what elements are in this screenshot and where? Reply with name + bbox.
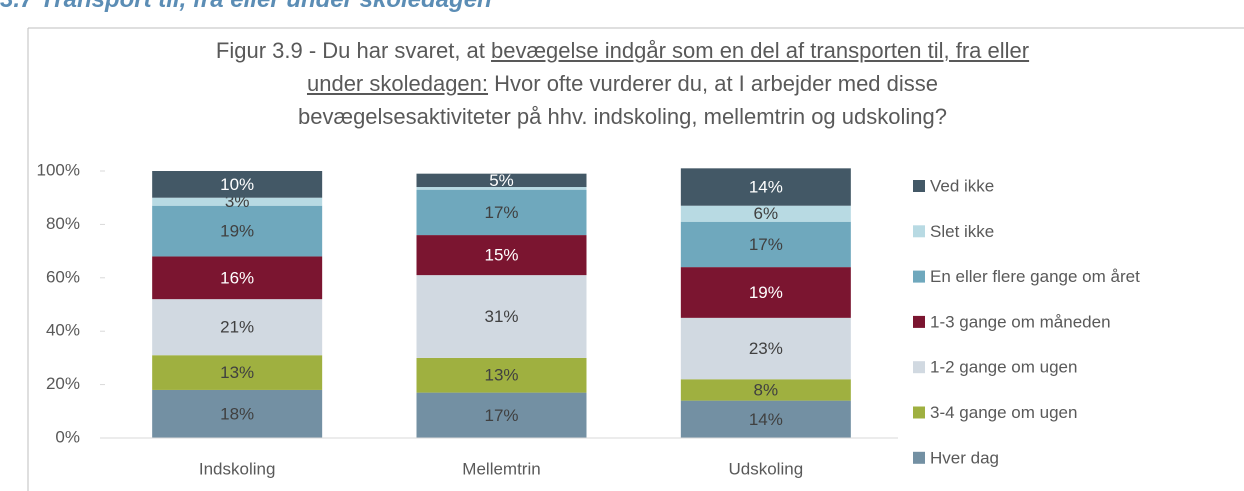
data-label: 10% [220,175,254,194]
legend-swatch [913,315,925,328]
bar-segment [416,173,587,188]
data-label: 23% [749,339,783,358]
bar-segment [680,168,851,206]
data-label: 17% [749,235,783,254]
bar-segment [680,317,851,380]
data-label: 14% [749,178,783,197]
bar-segment [416,235,587,276]
bar-segment [680,400,851,438]
title-part: Figur 3.9 - Du har svaret, at [215,38,492,63]
bar-segment [680,221,851,268]
data-label: 15% [484,246,518,265]
bar-segment [152,205,323,257]
y-tick-label: 0% [55,427,80,446]
bar-segment [680,205,851,222]
data-label: 21% [220,318,254,337]
data-label: 19% [220,222,254,241]
y-tick-label: 40% [46,321,80,340]
legend-label: Ved ikke [930,176,994,195]
data-label: 17% [484,203,518,222]
data-label: 13% [484,366,518,385]
x-tick-label: Udskoling [729,459,804,478]
data-label: 6% [754,204,779,223]
data-label: 18% [220,404,254,423]
bar-segment [152,256,323,300]
bar-segment [680,379,851,401]
x-tick-label: Mellemtrin [462,459,540,478]
bar-segment [152,197,323,206]
title-part: Hvor ofte vurderer du, at I arbejder med… [298,71,947,129]
data-label: 8% [754,380,779,399]
bar-segment [152,389,323,438]
legend-swatch [913,406,925,419]
bar-segment [416,357,587,393]
bar-segment [416,189,587,236]
y-tick-label: 100% [37,160,80,179]
chart-title: Figur 3.9 - Du har svaret, at bevægelse … [205,34,1040,133]
x-tick-label: Indskoling [199,459,276,478]
data-label: 5% [489,171,514,190]
legend-swatch [913,180,925,192]
section-heading: 3.7 Transport til, fra eller under skole… [0,0,492,14]
legend-label: 1-2 gange om ugen [930,358,1077,377]
data-label: 19% [749,283,783,302]
legend-label: 3-4 gange om ugen [930,403,1077,422]
bar-segment [152,355,323,390]
legend-label: 1-3 gange om måneden [930,312,1111,331]
data-label: 14% [749,410,783,429]
data-label: 13% [220,363,254,382]
bar-segment [416,187,587,190]
bar-segment [152,171,323,198]
y-tick-label: 20% [46,374,80,393]
y-tick-label: 80% [46,214,80,233]
legend-swatch [913,225,925,238]
legend-label: Slet ikke [930,222,994,241]
data-label: 31% [484,307,518,326]
data-label: 17% [484,406,518,425]
bar-segment [416,275,587,358]
bar-segment [152,299,323,356]
bar-segment [680,267,851,318]
legend-swatch [913,361,925,374]
bar-segment [416,392,587,438]
legend-swatch [913,451,925,464]
legend-swatch [913,270,925,283]
y-tick-label: 60% [46,267,80,286]
legend-label: En eller flere gange om året [930,267,1140,286]
title-underlined: bevægelse indgår som en del af transport… [306,38,1030,96]
legend-label: Hver dag [930,448,999,467]
data-label: 16% [220,268,254,287]
